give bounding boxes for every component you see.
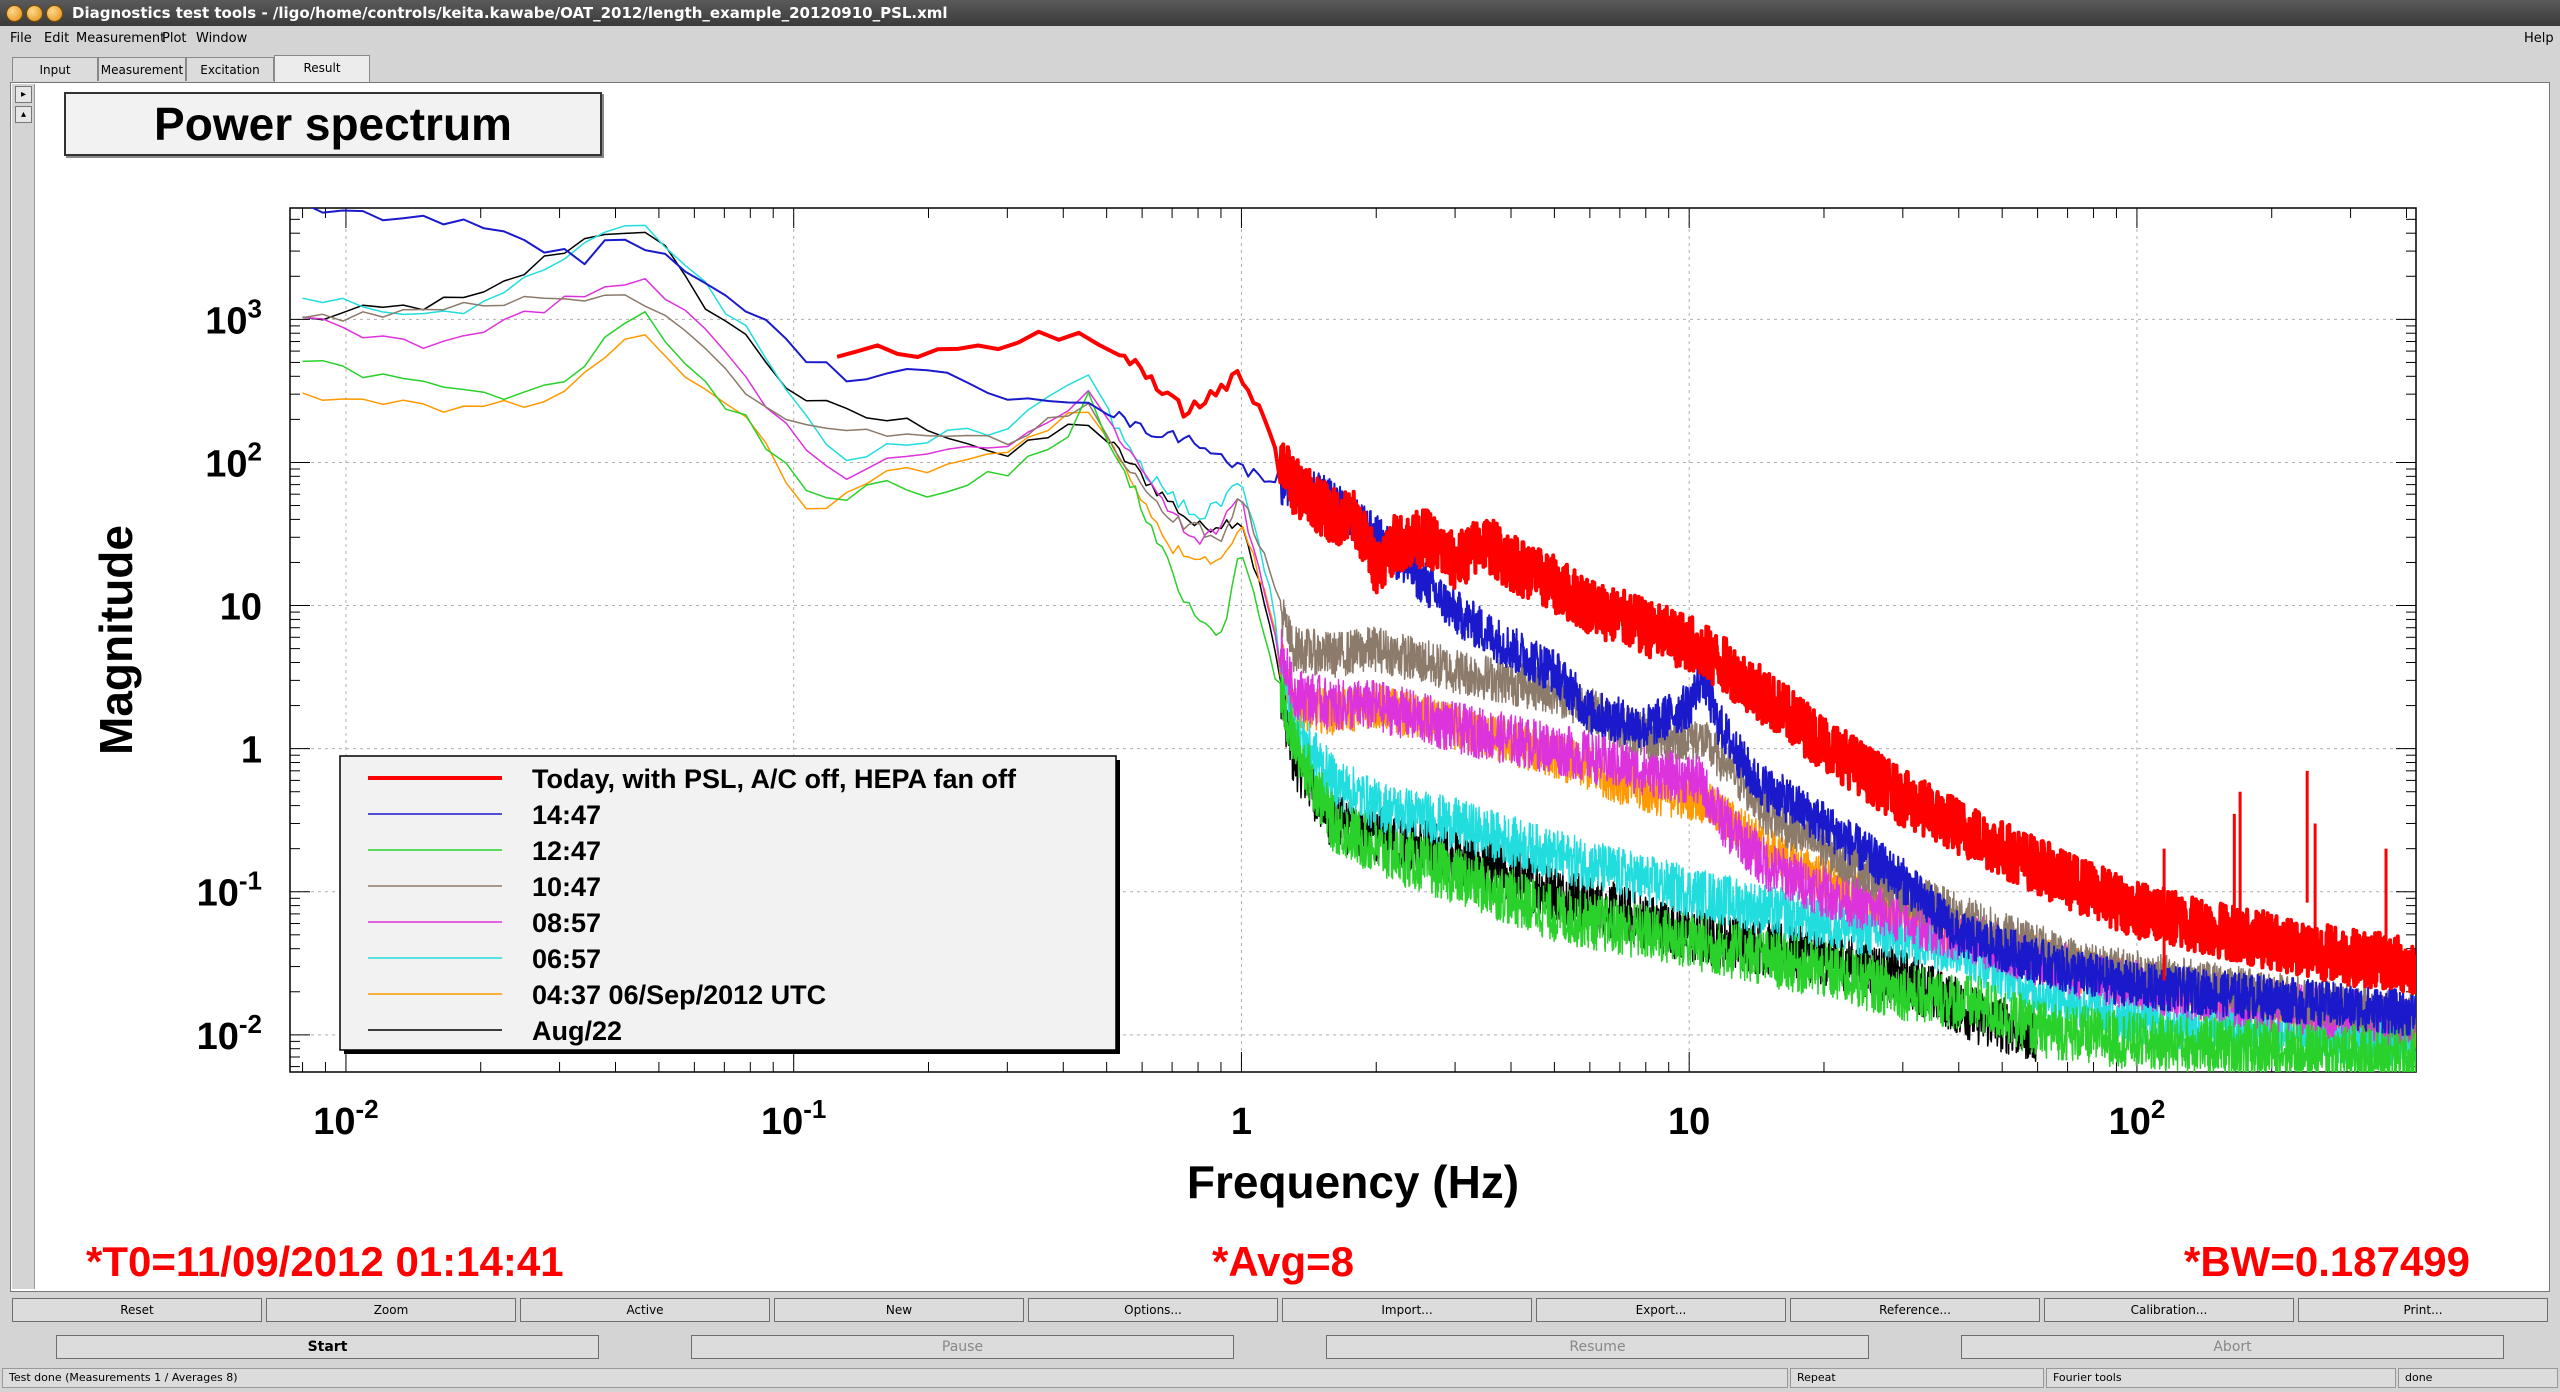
reference-button[interactable]: Reference... <box>1790 1298 2040 1322</box>
tab-excitation[interactable]: Excitation <box>186 57 274 81</box>
menu-help[interactable]: Help <box>2524 31 2554 46</box>
reset-button[interactable]: Reset <box>12 1298 262 1322</box>
abort-button[interactable]: Abort <box>1961 1335 2504 1359</box>
window-title: Diagnostics test tools - /ligo/home/cont… <box>72 4 948 22</box>
menu-plot[interactable]: Plot <box>162 31 187 46</box>
tab-result[interactable]: Result <box>274 55 370 82</box>
tab-input[interactable]: Input <box>12 57 98 81</box>
resume-button[interactable]: Resume <box>1326 1335 1869 1359</box>
window-title-bar: Diagnostics test tools - /ligo/home/cont… <box>0 0 2560 26</box>
export-button[interactable]: Export... <box>1536 1298 1786 1322</box>
active-button[interactable]: Active <box>520 1298 770 1322</box>
avg-readout: *Avg=8 <box>1212 1238 1355 1285</box>
status-bar: Test done (Measurements 1 / Averages 8) … <box>0 1366 2560 1392</box>
calibration-button[interactable]: Calibration... <box>2044 1298 2294 1322</box>
status-fourier-tools: Fourier tools <box>2046 1368 2396 1388</box>
t0-readout: *T0=11/09/2012 01:14:41 <box>86 1238 564 1285</box>
side-toolbar: ▸ ▴ <box>12 84 35 1289</box>
expand-arrow-icon[interactable]: ▸ <box>15 86 32 103</box>
close-window-icon[interactable] <box>6 5 23 22</box>
menu-measurement[interactable]: Measurement <box>76 31 166 46</box>
pause-button[interactable]: Pause <box>691 1335 1234 1359</box>
new-button[interactable]: New <box>774 1298 1024 1322</box>
import-button[interactable]: Import... <box>1282 1298 1532 1322</box>
plot-button-row: Reset Zoom Active New Options... Import... Exp… <box>10 1296 2550 1324</box>
maximize-window-icon[interactable] <box>46 5 63 22</box>
menu-window[interactable]: Window <box>196 31 248 46</box>
status-repeat: Repeat <box>1790 1368 2044 1388</box>
tab-measurement[interactable]: Measurement <box>98 57 186 81</box>
zoom-button[interactable]: Zoom <box>266 1298 516 1322</box>
start-button[interactable]: Start <box>56 1335 599 1359</box>
collapse-arrow-icon[interactable]: ▴ <box>15 106 32 123</box>
minimize-window-icon[interactable] <box>26 5 43 22</box>
print-button[interactable]: Print... <box>2298 1298 2548 1322</box>
menu-file[interactable]: File <box>10 31 32 46</box>
menu-bar: File Edit Measurement Plot Window Help <box>0 26 2560 52</box>
status-message: Test done (Measurements 1 / Averages 8) <box>2 1368 1788 1388</box>
result-panel <box>10 82 2550 1292</box>
status-state: done <box>2398 1368 2558 1388</box>
bw-readout: *BW=0.187499 <box>2184 1238 2471 1285</box>
menu-edit[interactable]: Edit <box>44 31 70 46</box>
control-button-row: Start Pause Resume Abort <box>10 1332 2550 1362</box>
plot-title: Power spectrum <box>64 92 602 156</box>
options-button[interactable]: Options... <box>1028 1298 1278 1322</box>
tab-bar: Input Measurement Excitation Result <box>0 52 2560 82</box>
